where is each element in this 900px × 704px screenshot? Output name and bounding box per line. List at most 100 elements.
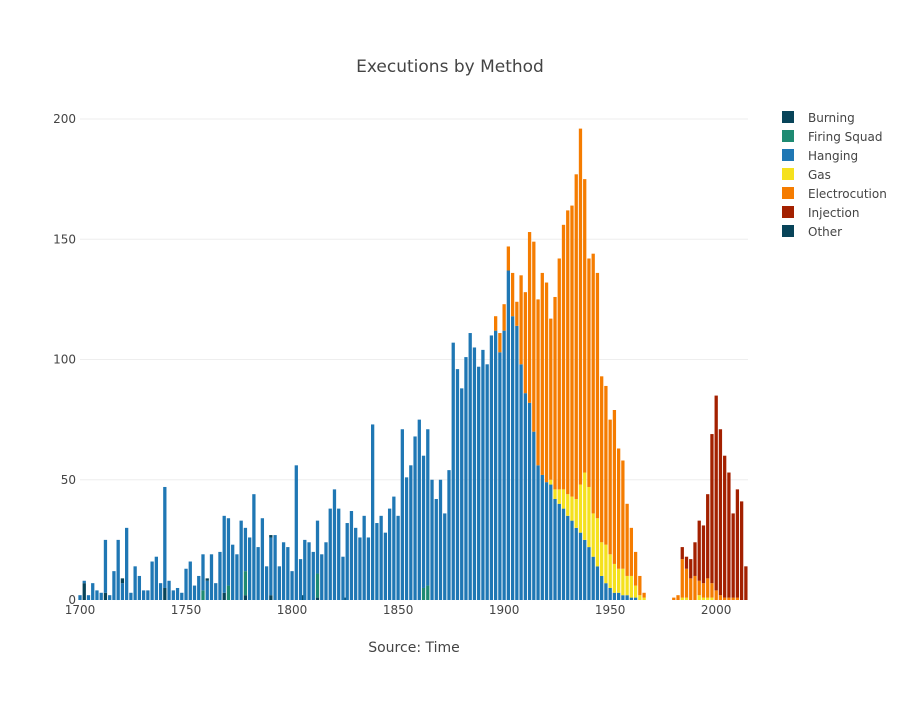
bar-hanging-1804 xyxy=(298,559,303,600)
bar-hanging-1836 xyxy=(366,537,371,600)
bar-electrocution-1900 xyxy=(502,304,506,331)
bar-hanging-1870 xyxy=(438,479,443,600)
bar-electrocution-1994 xyxy=(701,583,706,598)
bar-hanging-1752 xyxy=(188,561,192,600)
bar-hanging-1938 xyxy=(583,539,587,601)
bar-hanging-1840 xyxy=(375,523,379,600)
bar-hanging-1720 xyxy=(120,583,125,600)
bar-gas-1984 xyxy=(680,597,684,600)
bar-hanging-1760 xyxy=(205,580,209,600)
legend-item-gas[interactable]: Gas xyxy=(782,168,831,182)
bar-hanging-1940 xyxy=(587,547,591,600)
bar-electrocution-2006 xyxy=(727,597,731,600)
legend-item-firing-squad[interactable]: Firing Squad xyxy=(782,130,882,144)
bar-hanging-1798 xyxy=(286,547,290,600)
bar-gas-1934 xyxy=(574,498,578,528)
bar-electrocution-1924 xyxy=(553,296,557,490)
bar-hanging-1748 xyxy=(180,592,184,600)
bar-hanging-1800 xyxy=(290,571,294,600)
bar-hanging-1706 xyxy=(91,583,95,600)
bar-hanging-1814 xyxy=(320,554,324,600)
legend-swatch-other xyxy=(782,225,794,237)
bar-gas-1942 xyxy=(591,513,595,557)
legend-item-other[interactable]: Other xyxy=(782,225,842,239)
bar-hanging-1922 xyxy=(549,484,553,600)
legend-item-injection[interactable]: Injection xyxy=(782,206,859,220)
legend-item-burning[interactable]: Burning xyxy=(782,111,855,125)
bar-injection-2004 xyxy=(723,455,727,598)
bar-electrocution-1950 xyxy=(608,419,612,555)
bar-hanging-1834 xyxy=(362,515,366,600)
bar-electrocution-1986 xyxy=(684,568,689,598)
legend-swatch-burning xyxy=(782,111,794,123)
bar-electrocution-2002 xyxy=(718,595,723,600)
bar-hanging-1826 xyxy=(345,523,349,600)
bar-electrocution-1916 xyxy=(536,299,540,466)
bar-hanging-1868 xyxy=(434,498,438,600)
bar-injection-1998 xyxy=(710,434,714,584)
bar-hanging-1910 xyxy=(523,393,527,600)
bar-injection-2002 xyxy=(718,429,723,596)
bar-hanging-1792 xyxy=(273,535,277,600)
bar-electrocution-1946 xyxy=(600,376,604,543)
bar-gas-1936 xyxy=(578,484,583,533)
bar-injection-1984 xyxy=(680,547,684,560)
bar-hanging-1896 xyxy=(494,330,498,600)
bar-injection-1986 xyxy=(684,556,689,569)
bar-hanging-1862 xyxy=(421,455,426,588)
legend-swatch-firing-squad xyxy=(782,130,794,142)
bar-gas-1948 xyxy=(604,544,608,584)
bar-hanging-1932 xyxy=(570,520,574,600)
bar-hanging-1728 xyxy=(137,575,142,600)
x-tick-label: 1750 xyxy=(171,603,202,617)
bar-hanging-1732 xyxy=(146,590,150,600)
legend-swatch-hanging xyxy=(782,149,794,161)
bar-hanging-1920 xyxy=(544,482,549,600)
bar-hanging-1772 xyxy=(231,544,235,600)
legend-item-hanging[interactable]: Hanging xyxy=(782,149,858,163)
bar-electrocution-1904 xyxy=(510,272,515,317)
legend-swatch-gas xyxy=(782,168,794,180)
bar-hanging-1756 xyxy=(197,575,201,600)
bar-gas-1958 xyxy=(625,575,629,596)
bar-hanging-1956 xyxy=(621,595,625,600)
bar-electrocution-1912 xyxy=(527,232,532,403)
bar-electrocution-1964 xyxy=(638,575,642,596)
bar-hanging-1946 xyxy=(600,575,604,600)
bar-hanging-1736 xyxy=(154,556,158,600)
bar-hanging-1860 xyxy=(417,419,421,601)
bar-hanging-1944 xyxy=(595,566,600,600)
bar-hanging-1872 xyxy=(443,513,447,600)
legend-item-electrocution[interactable]: Electrocution xyxy=(782,187,887,201)
bar-hanging-1778 xyxy=(243,527,248,572)
bar-gas-1960 xyxy=(629,575,634,598)
bar-hanging-1842 xyxy=(379,515,383,600)
bar-electrocution-1908 xyxy=(519,275,523,365)
bar-hanging-1816 xyxy=(324,542,328,600)
bar-electrocution-1966 xyxy=(642,592,646,598)
bar-gas-1954 xyxy=(617,568,621,593)
x-tick-label: 1900 xyxy=(489,603,520,617)
legend-swatch-electrocution xyxy=(782,187,794,199)
bar-hanging-1812 xyxy=(315,520,320,574)
bar-gas-1926 xyxy=(557,489,561,504)
bar-hanging-1740 xyxy=(163,486,167,588)
bar-electrocution-1952 xyxy=(612,410,617,564)
bar-hanging-1894 xyxy=(489,335,494,600)
bar-hanging-1822 xyxy=(337,508,341,600)
bar-hanging-1902 xyxy=(506,270,511,600)
bar-hanging-1704 xyxy=(86,595,91,600)
bar-gas-1938 xyxy=(583,472,587,540)
bar-hanging-1808 xyxy=(307,542,311,600)
bar-electrocution-1988 xyxy=(689,578,693,600)
bar-hanging-1830 xyxy=(354,527,358,600)
bar-hanging-1768 xyxy=(222,515,226,593)
bar-injection-1994 xyxy=(701,525,706,584)
bar-hanging-1782 xyxy=(252,494,256,600)
bar-hanging-1810 xyxy=(311,551,315,600)
bar-electrocution-1938 xyxy=(583,179,587,473)
x-tick-label: 2000 xyxy=(701,603,732,617)
bar-burning-1812 xyxy=(315,597,320,600)
bar-hanging-1886 xyxy=(472,347,477,600)
